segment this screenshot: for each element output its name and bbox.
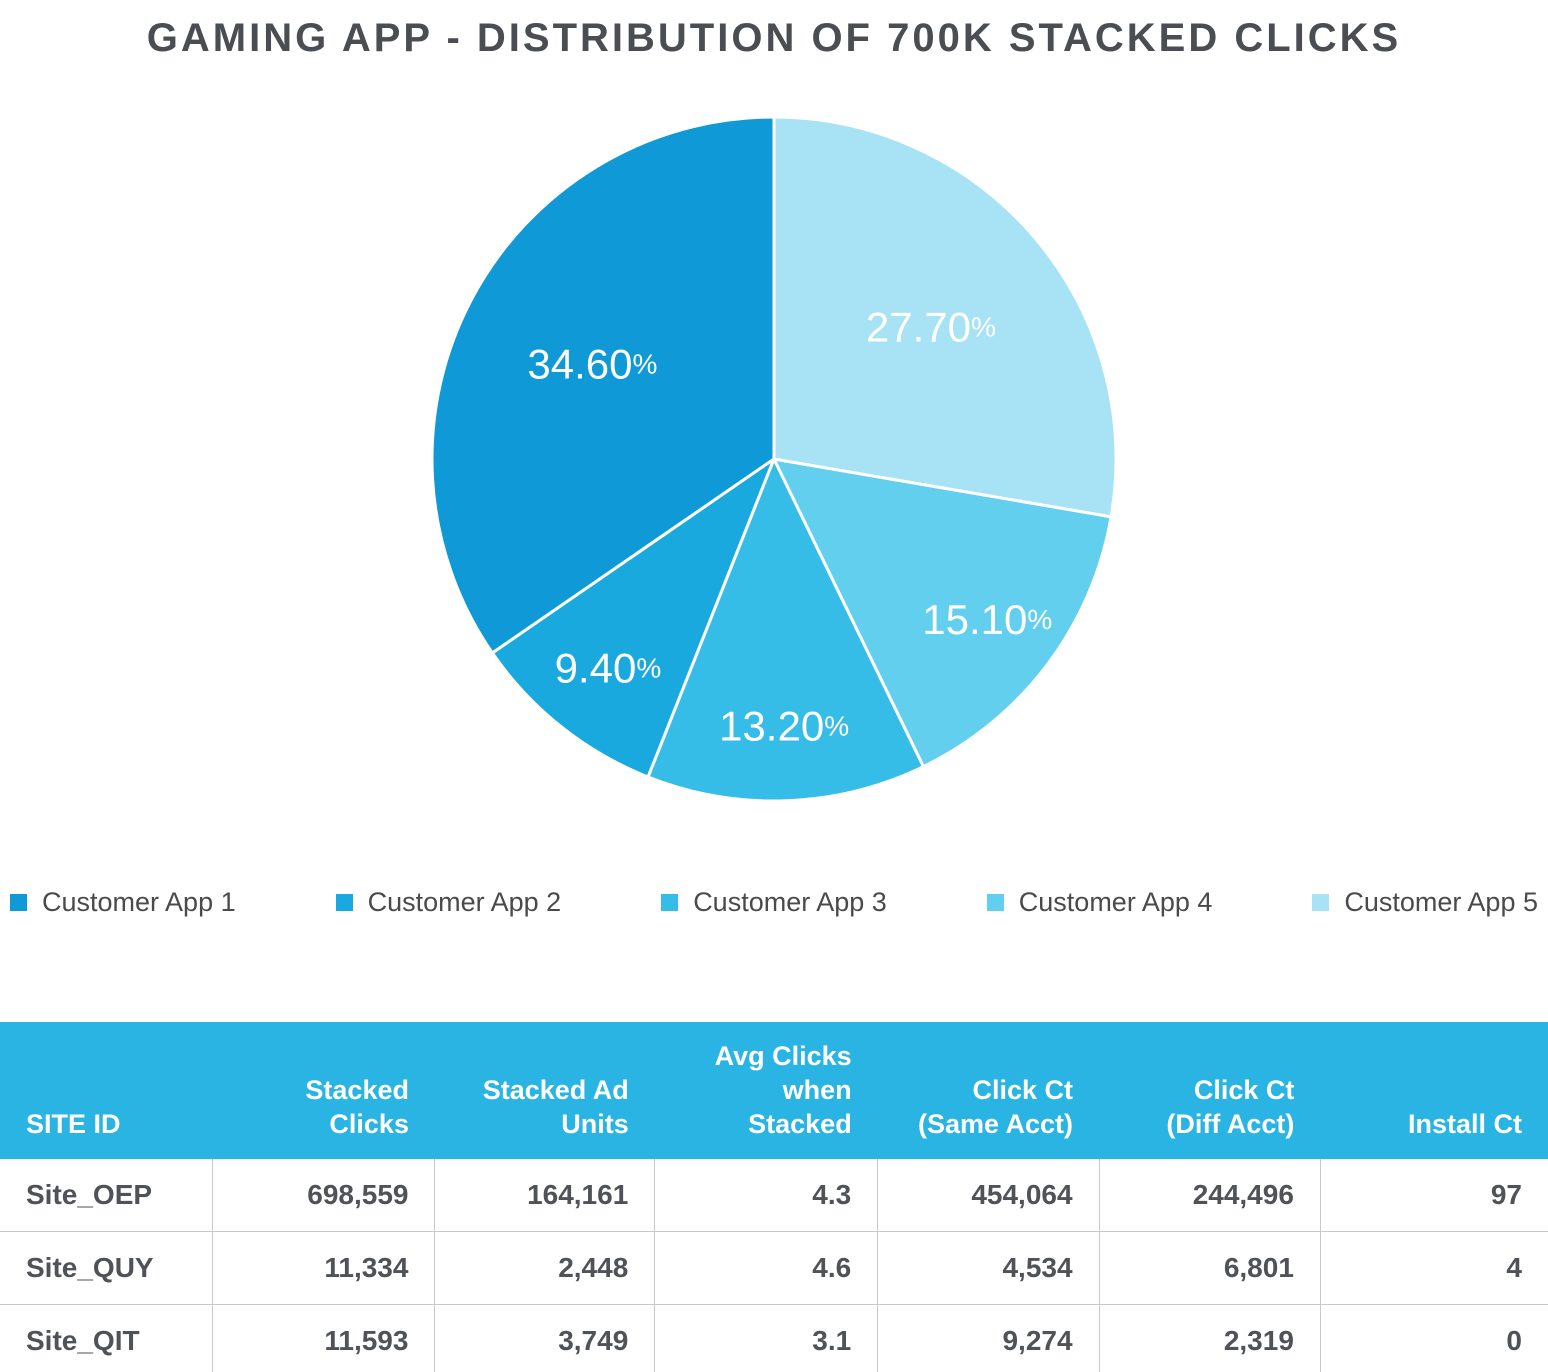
pie-chart: 34.60% 9.40% 13.20% 15.10% 27.70% xyxy=(430,115,1118,803)
pie-slice-label-3: 13.20% xyxy=(719,702,849,749)
value-cell: 0 xyxy=(1319,1304,1548,1372)
legend-swatch-icon xyxy=(335,894,353,911)
pie-slice-label-1: 34.60% xyxy=(527,340,657,387)
legend-item-4: Customer App 4 xyxy=(986,887,1213,918)
site-data-table: SITE ID Stacked Clicks Stacked Ad Units Avg… xyxy=(0,1022,1548,1372)
legend-swatch-icon xyxy=(661,894,679,911)
site-id-cell: Site_QIT xyxy=(0,1304,213,1372)
table-body: Site_OEP 698,559 164,161 4.3 454,064 244,496 9… xyxy=(0,1159,1548,1372)
legend-swatch-icon xyxy=(10,894,27,911)
value-cell: 6,801 xyxy=(1098,1231,1321,1306)
table-row: Site_QUY 11,334 2,448 4.6 4,534 6,801 4 xyxy=(0,1231,1548,1306)
column-header-5: Click Ct (Same Acct) xyxy=(877,1022,1100,1160)
value-cell: 4.3 xyxy=(654,1159,878,1233)
value-cell: 11,593 xyxy=(211,1304,435,1372)
legend-label: Customer App 4 xyxy=(1018,887,1213,917)
pie-slice-label-4: 15.10% xyxy=(922,596,1052,643)
legend-swatch-icon xyxy=(986,894,1004,911)
value-cell: 97 xyxy=(1319,1159,1548,1233)
column-header-2: Stacked Clicks xyxy=(212,1022,435,1160)
value-cell: 2,448 xyxy=(434,1231,655,1306)
pie-slice-2 xyxy=(490,457,776,779)
pie-slice-3 xyxy=(646,457,925,803)
column-header-6: Click Ct (Diff Acct) xyxy=(1099,1022,1321,1160)
legend-label: Customer App 5 xyxy=(1344,887,1538,917)
pie-slice-label-2: 9.40% xyxy=(555,644,662,691)
legend-swatch-icon xyxy=(1312,894,1330,911)
legend-label: Customer App 1 xyxy=(42,887,236,917)
value-cell: 164,161 xyxy=(434,1159,655,1233)
value-cell: 454,064 xyxy=(877,1159,1100,1233)
legend-item-5: Customer App 5 xyxy=(1312,887,1538,918)
site-id-cell: Site_QUY xyxy=(0,1231,213,1306)
pie-slice-1 xyxy=(430,115,776,655)
value-cell: 9,274 xyxy=(877,1304,1100,1372)
legend-item-2: Customer App 2 xyxy=(335,887,562,918)
value-cell: 4.6 xyxy=(654,1231,878,1306)
table-header-row: SITE ID Stacked Clicks Stacked Ad Units Avg… xyxy=(0,1022,1548,1160)
legend-item-1: Customer App 1 xyxy=(10,887,236,918)
value-cell: 11,334 xyxy=(211,1231,435,1306)
chart-title: GAMING APP - DISTRIBUTION OF 700K STACKE… xyxy=(146,16,1402,60)
value-cell: 3.1 xyxy=(654,1304,878,1372)
column-header-1: SITE ID xyxy=(0,1022,213,1160)
site-id-cell: Site_OEP xyxy=(0,1159,213,1233)
chart-legend: Customer App 1 Customer App 2 Customer App… xyxy=(0,887,1548,918)
value-cell: 4,534 xyxy=(877,1231,1100,1306)
pie-slice-4 xyxy=(772,457,1113,769)
value-cell: 698,559 xyxy=(211,1159,435,1233)
value-cell: 244,496 xyxy=(1098,1159,1321,1233)
legend-item-3: Customer App 3 xyxy=(661,887,887,918)
column-header-7: Install Ct xyxy=(1320,1022,1548,1160)
column-header-3: Stacked Ad Units xyxy=(434,1022,655,1160)
pie-chart-container: 34.60% 9.40% 13.20% 15.10% 27.70% xyxy=(0,109,1548,809)
legend-label: Customer App 2 xyxy=(367,887,562,917)
pie-slice-label-5: 27.70% xyxy=(866,303,996,350)
table-row: Site_QIT 11,593 3,749 3.1 9,274 2,319 0 xyxy=(0,1304,1548,1372)
legend-label: Customer App 3 xyxy=(693,887,887,917)
value-cell: 4 xyxy=(1319,1231,1548,1306)
value-cell: 2,319 xyxy=(1098,1304,1321,1372)
pie-slice-5 xyxy=(772,115,1118,519)
value-cell: 3,749 xyxy=(434,1304,655,1372)
column-header-4: Avg Clicks when Stacked xyxy=(654,1022,878,1160)
table-row: Site_OEP 698,559 164,161 4.3 454,064 244,496 9… xyxy=(0,1159,1548,1233)
